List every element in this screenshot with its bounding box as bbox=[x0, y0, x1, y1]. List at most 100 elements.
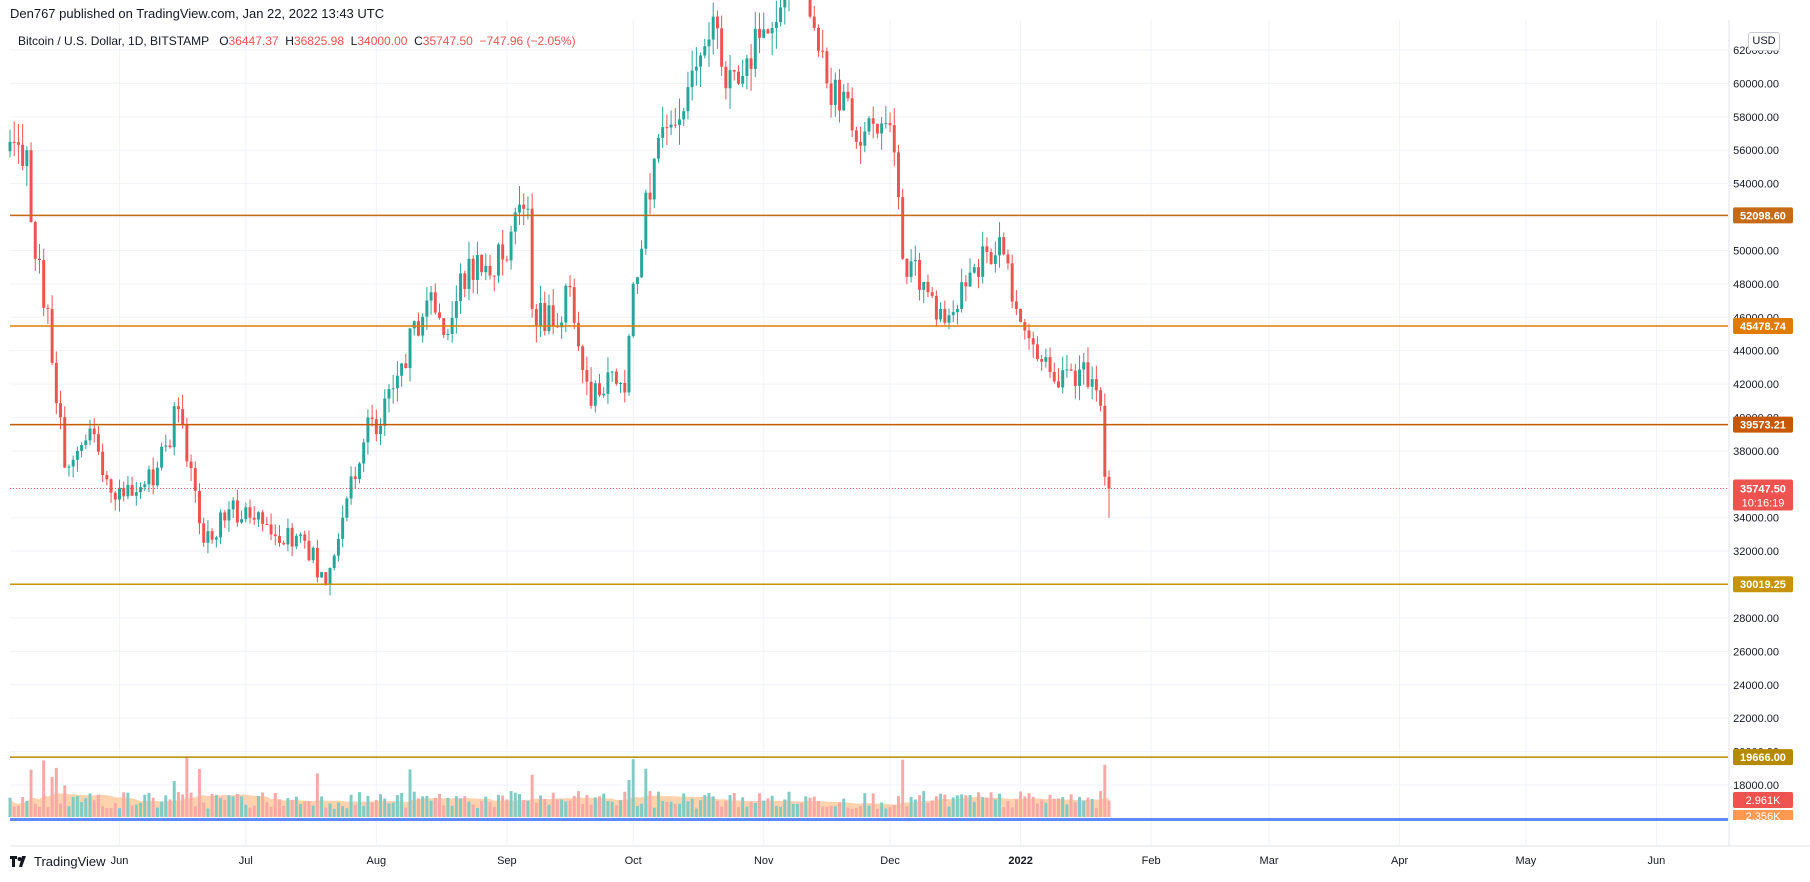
volume-bar bbox=[63, 785, 67, 817]
volume-bar bbox=[947, 806, 951, 817]
candle-body bbox=[185, 424, 189, 462]
volume-bar bbox=[749, 801, 753, 817]
candle-body bbox=[269, 524, 273, 535]
candle-body bbox=[690, 70, 694, 88]
brand-footer[interactable]: TradingView bbox=[10, 854, 106, 869]
candle-body bbox=[964, 282, 968, 287]
price-tick-label: 42000.00 bbox=[1733, 379, 1779, 391]
candle-body bbox=[724, 66, 728, 89]
volume-bar bbox=[690, 798, 694, 817]
volume-bar bbox=[315, 773, 319, 817]
volume-bar bbox=[404, 807, 408, 817]
volume-bar bbox=[454, 796, 458, 817]
candle-body bbox=[1006, 254, 1010, 264]
volume-bar bbox=[1061, 797, 1065, 817]
candle-body bbox=[985, 246, 989, 252]
volume-bar bbox=[791, 803, 795, 817]
candle-body bbox=[741, 76, 745, 84]
volume-bar bbox=[555, 799, 559, 817]
price-tick-label: 28000.00 bbox=[1733, 613, 1779, 625]
candle-body bbox=[922, 281, 926, 290]
volume-bar bbox=[345, 808, 349, 817]
volume-bar bbox=[1099, 791, 1103, 817]
candle-body bbox=[84, 440, 88, 446]
volume-bar bbox=[804, 796, 808, 817]
volume-bar bbox=[762, 800, 766, 817]
level-tag-label: 45478.74 bbox=[1740, 321, 1787, 333]
candle-body bbox=[290, 527, 294, 547]
candle-body bbox=[648, 192, 652, 200]
candle-body bbox=[779, 7, 783, 23]
candle-body bbox=[454, 301, 458, 318]
candle-body bbox=[206, 531, 210, 543]
volume-bar bbox=[922, 791, 926, 817]
candle-body bbox=[459, 273, 463, 302]
volume-bar bbox=[366, 795, 370, 817]
close-value: 35747.50 bbox=[422, 34, 473, 48]
symbol-legend[interactable]: Bitcoin / U.S. Dollar, 1D, BITSTAMP O364… bbox=[18, 34, 576, 48]
volume-last-box bbox=[1733, 792, 1793, 808]
volume-bar bbox=[67, 806, 71, 817]
volume-bar bbox=[223, 799, 227, 817]
volume-bar bbox=[92, 800, 96, 817]
volume-bar bbox=[130, 805, 134, 817]
volume-bar bbox=[934, 796, 938, 817]
volume-pane-divider bbox=[10, 818, 1728, 821]
volume-bar bbox=[1069, 794, 1073, 817]
candle-body bbox=[96, 434, 100, 452]
candle-body bbox=[12, 141, 16, 143]
level-tag-box bbox=[1733, 207, 1793, 224]
volume-ma-box bbox=[1733, 810, 1793, 820]
candle-body bbox=[8, 141, 12, 152]
volume-bar bbox=[475, 808, 479, 817]
candle-body bbox=[635, 277, 639, 284]
candle-body bbox=[33, 222, 37, 259]
time-tick-label: 2022 bbox=[1008, 855, 1032, 867]
volume-bar bbox=[606, 800, 610, 817]
volume-bar bbox=[795, 803, 799, 817]
brand-name: TradingView bbox=[34, 854, 106, 869]
volume-bar bbox=[656, 791, 660, 817]
volume-bar bbox=[534, 802, 538, 817]
candle-body bbox=[387, 389, 391, 399]
price-axis[interactable]: 18000.0020000.0022000.0024000.0026000.00… bbox=[1733, 45, 1779, 792]
candle-body bbox=[859, 141, 863, 146]
candle-body bbox=[1048, 357, 1052, 372]
volume-bar bbox=[210, 793, 214, 817]
candle-body bbox=[656, 137, 660, 159]
candle-body bbox=[838, 79, 841, 111]
candle-body bbox=[227, 509, 231, 521]
volume-bar bbox=[943, 794, 947, 817]
volume-bar bbox=[833, 806, 837, 817]
volume-bar bbox=[8, 797, 12, 817]
candle-body bbox=[126, 484, 130, 497]
volume-bar bbox=[909, 796, 913, 817]
candle-body bbox=[1014, 301, 1018, 309]
time-axis[interactable]: Jun Jul Aug Sep Oct Nov Dec 2022 Feb Mar Apr May Jun bbox=[111, 855, 1666, 867]
volume-bar bbox=[631, 759, 635, 817]
volume-bar bbox=[395, 795, 399, 817]
candle-body bbox=[1086, 362, 1090, 387]
candle-body bbox=[673, 124, 677, 126]
candle-body bbox=[341, 517, 345, 539]
candle-body bbox=[1107, 476, 1111, 489]
candle-body bbox=[467, 258, 471, 289]
candle-body bbox=[711, 16, 715, 40]
price-tick-label: 38000.00 bbox=[1733, 446, 1779, 458]
candle-body bbox=[46, 307, 50, 309]
volume-bar bbox=[977, 792, 980, 817]
candle-body bbox=[1044, 357, 1048, 362]
volume-bar bbox=[202, 802, 206, 817]
candle-body bbox=[619, 383, 623, 385]
candle-body bbox=[1002, 237, 1006, 255]
candle-body bbox=[867, 118, 871, 132]
currency-button[interactable]: USD bbox=[1748, 32, 1780, 51]
candle-body bbox=[16, 142, 20, 145]
candle-body bbox=[631, 283, 635, 337]
volume-bar bbox=[665, 801, 669, 817]
volume-bar bbox=[75, 795, 79, 817]
volume-bar bbox=[1035, 803, 1039, 817]
price-tick-label: 48000.00 bbox=[1733, 279, 1779, 291]
volume-bar bbox=[311, 805, 315, 817]
candle-body bbox=[930, 292, 934, 296]
